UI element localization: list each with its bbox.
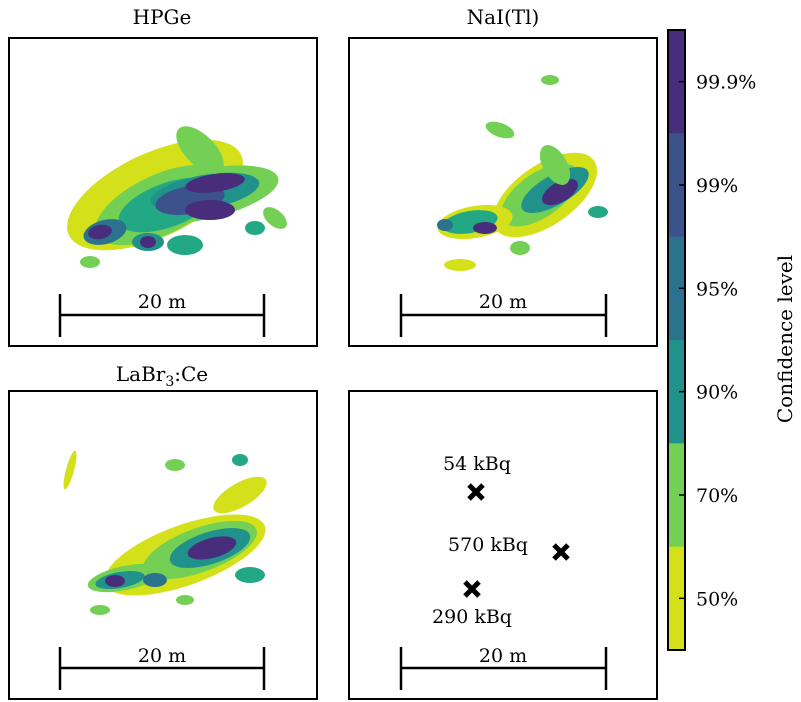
colorbar-ticks: 50% 70% 90% 95% 99% 99.9% bbox=[679, 72, 756, 610]
source-label-290: 290 kBq bbox=[432, 606, 512, 628]
panel-frame-nai bbox=[348, 37, 658, 347]
contour-region bbox=[167, 235, 203, 255]
contour-region bbox=[80, 256, 100, 268]
panel-nai bbox=[437, 75, 608, 271]
colorbar-band bbox=[668, 30, 685, 134]
source-marker bbox=[463, 580, 481, 598]
contour-region bbox=[185, 200, 235, 220]
contour-region bbox=[510, 241, 530, 255]
colorbar-tick-label: 95% bbox=[696, 278, 738, 300]
scalebar-labr: 20 m bbox=[58, 645, 266, 690]
colorbar-tick-label: 50% bbox=[696, 588, 738, 610]
contour-region bbox=[176, 595, 194, 605]
colorbar-band bbox=[668, 236, 685, 341]
contour-region bbox=[485, 121, 515, 139]
source-marker bbox=[467, 483, 485, 501]
panel-frame-sources bbox=[348, 390, 658, 700]
contour-region bbox=[541, 178, 579, 206]
colorbar-band bbox=[668, 133, 685, 238]
scalebar-nai: 20 m bbox=[399, 291, 608, 337]
contour-region bbox=[90, 605, 110, 615]
contour-region bbox=[437, 219, 453, 231]
contour-region bbox=[444, 259, 476, 271]
contour-region bbox=[187, 536, 237, 560]
colorbar-label: Confidence level bbox=[773, 255, 797, 423]
contour-region bbox=[263, 207, 287, 229]
contour-region bbox=[140, 236, 156, 248]
scalebar-label: 20 m bbox=[479, 645, 527, 667]
colorbar-band bbox=[668, 443, 685, 548]
scalebar-label: 20 m bbox=[479, 291, 527, 313]
colorbar-frame bbox=[667, 29, 686, 651]
contour-region bbox=[541, 75, 559, 85]
panel-labr bbox=[63, 450, 267, 615]
source-label-54: 54 kBq bbox=[443, 453, 511, 475]
contour-region bbox=[245, 221, 265, 235]
contour-region bbox=[165, 459, 185, 471]
contour-region bbox=[63, 450, 77, 490]
colorbar-tick-label: 99.9% bbox=[696, 72, 756, 94]
contour-region bbox=[176, 126, 224, 174]
colorbar-tick-label: 90% bbox=[696, 382, 738, 404]
contour-region bbox=[105, 575, 125, 587]
contour-region bbox=[185, 173, 245, 193]
scalebar-sources: 20 m bbox=[399, 645, 608, 690]
scalebar-hpge: 20 m bbox=[58, 291, 266, 337]
source-markers bbox=[463, 483, 570, 598]
colorbar-band bbox=[668, 340, 685, 444]
panel-frame-labr bbox=[8, 390, 318, 700]
panel-frame-hpge bbox=[8, 37, 318, 347]
panel-title-nai: NaI(Tl) bbox=[467, 5, 540, 29]
contour-region bbox=[235, 567, 265, 583]
scalebar-label: 20 m bbox=[138, 291, 186, 313]
contour-region bbox=[539, 145, 571, 185]
colorbar-band bbox=[668, 546, 685, 651]
scalebar-label: 20 m bbox=[138, 645, 186, 667]
source-label-570: 570 kBq bbox=[448, 534, 528, 556]
contour-region bbox=[143, 573, 167, 587]
colorbar bbox=[668, 30, 685, 651]
contour-region bbox=[588, 206, 608, 218]
source-marker bbox=[552, 543, 570, 561]
contour-region bbox=[232, 454, 248, 466]
colorbar-tick-label: 70% bbox=[696, 485, 738, 507]
contour-region bbox=[473, 222, 497, 234]
panel-hpge bbox=[67, 126, 287, 268]
panel-title-labr: LaBr3:Ce bbox=[116, 362, 208, 390]
contour-region bbox=[213, 476, 267, 514]
panel-title-hpge: HPGe bbox=[133, 5, 192, 29]
contour-region bbox=[88, 224, 112, 240]
colorbar-tick-label: 99% bbox=[696, 175, 738, 197]
